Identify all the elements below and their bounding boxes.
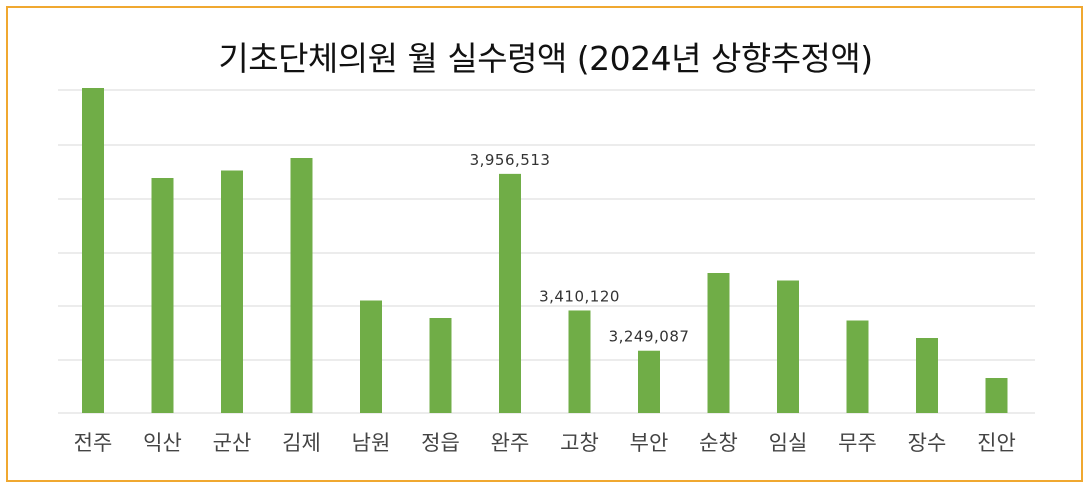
- data-label: 3,956,513: [470, 151, 551, 169]
- category-labels: 전주 익산 군산 김제 남원 정읍 완주 고창 부안 순창 임실 무주 장수 진안: [74, 431, 1016, 455]
- category-label: 진안: [977, 431, 1016, 455]
- bar-무주: [846, 320, 869, 413]
- bar-전주: [82, 88, 104, 413]
- bar-정읍: [429, 318, 452, 413]
- category-label: 무주: [838, 431, 877, 455]
- data-label: 3,249,087: [609, 328, 690, 346]
- bar-진안: [985, 378, 1008, 413]
- bar-완주: [499, 173, 521, 413]
- bar-장수: [916, 338, 938, 413]
- bar-군산: [221, 170, 243, 413]
- bar-순창: [707, 273, 730, 413]
- bar-익산: [151, 178, 174, 413]
- category-label: 완주: [491, 431, 530, 455]
- bar-김제: [290, 158, 313, 413]
- chart-title: 기초단체의원 월 실수령액 (2024년 상향추정액): [218, 39, 873, 78]
- category-label: 순창: [699, 431, 738, 455]
- data-label: 3,410,120: [539, 287, 620, 305]
- category-label: 임실: [769, 431, 808, 455]
- bar-고창: [568, 310, 591, 413]
- bar-부안: [638, 350, 660, 413]
- gridlines: [58, 89, 1035, 414]
- bar-남원: [360, 300, 382, 413]
- chart-frame: [6, 6, 1083, 482]
- category-label: 장수: [908, 431, 947, 455]
- bar-임실: [777, 280, 799, 413]
- bars: [82, 88, 1008, 413]
- category-label: 김제: [282, 431, 321, 455]
- category-label: 군산: [213, 431, 252, 455]
- data-labels: 3,956,513 3,410,120 3,249,087: [470, 151, 690, 346]
- category-label: 정읍: [421, 431, 460, 455]
- category-label: 남원: [352, 431, 391, 455]
- category-label: 부안: [630, 431, 669, 455]
- category-label: 고창: [560, 431, 599, 455]
- category-label: 익산: [143, 431, 182, 455]
- category-label: 전주: [74, 431, 113, 455]
